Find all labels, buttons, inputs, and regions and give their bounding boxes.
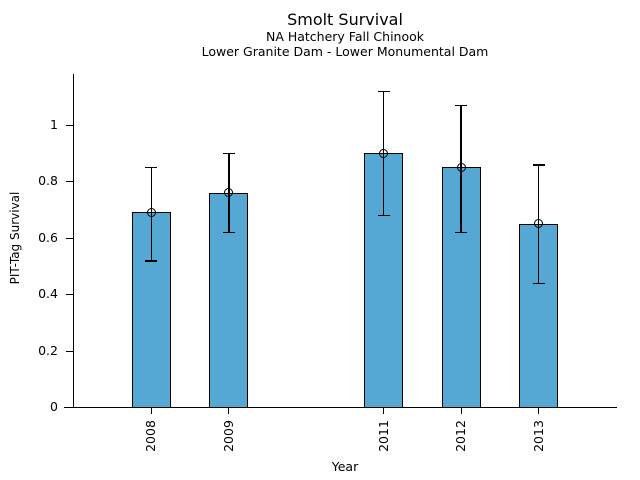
error-bar-cap-top [145,167,158,169]
error-bar-cap-bottom [532,282,545,285]
point-marker [379,148,389,158]
y-tick-label: 0.6 [38,229,58,245]
x-tick [383,408,385,415]
chart-subtitle-1: NA Hatchery Fall Chinook [265,29,425,44]
x-tick-label: 2013 [530,420,546,452]
error-bar-cap-top [532,164,545,166]
y-tick-label: 0.8 [38,173,58,189]
error-bar-cap-bottom [222,232,235,234]
chart-subtitle-2: Lower Granite Dam - Lower Monumental Dam [201,44,489,59]
x-tick-label: 2012 [453,420,469,452]
error-bar-cap-bottom [145,260,158,262]
point-marker [224,188,234,198]
y-tick [66,181,73,183]
x-tick [537,408,540,415]
chart-title: Smolt Survival [287,10,403,29]
y-tick [66,124,73,126]
y-tick [66,350,73,352]
point-marker [456,162,466,172]
x-tick [150,408,153,415]
y-tick-label: 0.4 [38,286,58,302]
x-tick-label: 2011 [375,420,391,452]
x-tick [460,408,462,415]
y-tick-label: 0 [50,399,58,414]
error-bar-cap-top [455,105,468,107]
y-axis [72,74,74,409]
error-bar-cap-top [377,90,390,93]
y-tick-label: 1 [50,116,58,132]
x-tick-label: 2009 [220,420,236,452]
point-marker [146,207,156,217]
y-tick [66,294,73,296]
error-bar-cap-bottom [455,232,468,234]
x-tick [228,408,230,415]
x-axis-title: Year [331,459,359,474]
error-bar-cap-bottom [377,215,390,217]
error-bar-cap-top [222,153,235,155]
x-tick-label: 2008 [143,420,159,452]
point-marker [534,219,544,229]
y-tick-label: 0.2 [38,342,58,358]
x-axis [64,407,617,409]
y-tick [66,237,73,239]
y-tick [66,407,73,409]
